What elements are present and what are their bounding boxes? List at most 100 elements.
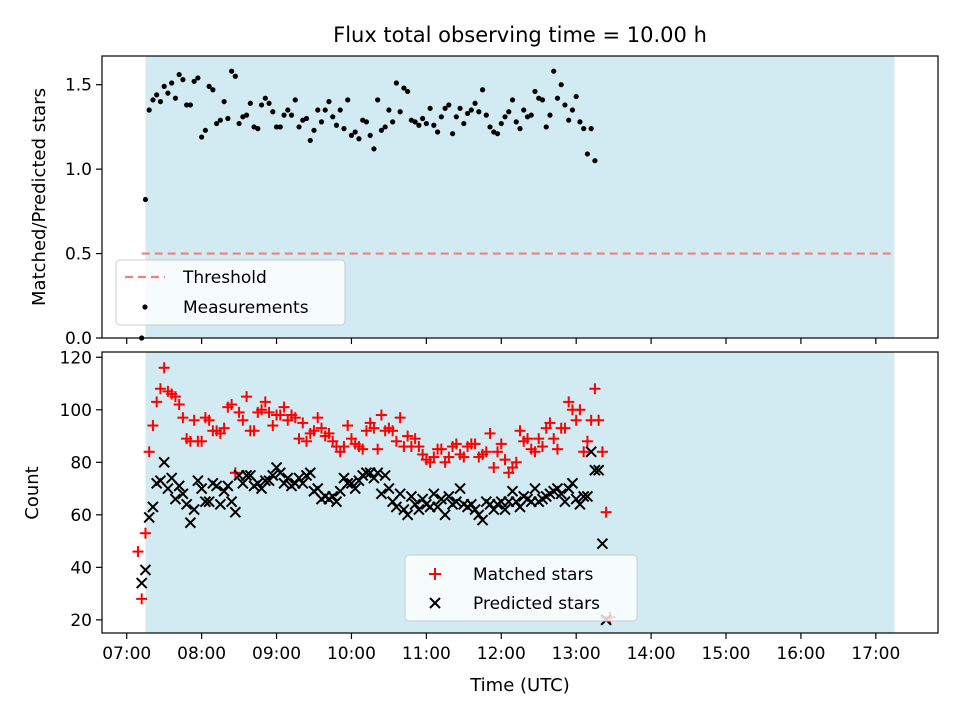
measurement-point (307, 137, 313, 144)
chart-title: Flux total observing time = 10.00 h (333, 23, 707, 47)
predicted-point (297, 477, 309, 490)
matched-point (413, 441, 425, 453)
axes-frame (101, 55, 939, 339)
predicted-point-b (506, 485, 519, 497)
predicted-point (371, 467, 384, 479)
predicted-point (592, 464, 605, 476)
measurement-point (247, 100, 253, 106)
predicted-point-b (154, 474, 167, 487)
measurement-point (214, 120, 220, 127)
predicted-point-b (435, 493, 448, 505)
measurement-point (225, 115, 231, 122)
matched-point (548, 433, 560, 445)
predicted-point (529, 482, 541, 495)
predicted-point-b (278, 477, 290, 490)
predicted-point-b (282, 472, 294, 484)
measurement-point (528, 112, 534, 118)
predicted-point (510, 495, 522, 508)
predicted-point (559, 495, 571, 508)
matched-point (248, 425, 260, 437)
measurement-point (375, 97, 381, 103)
predicted-point (169, 493, 182, 505)
measurement-point (191, 78, 197, 84)
matched-point (492, 446, 504, 458)
measurement-point (187, 102, 193, 108)
matched-point (533, 433, 545, 445)
top-panel: 0.0 0.5 1.0 1.5 Threshold Measurements (65, 55, 939, 349)
predicted-point (338, 472, 350, 484)
x-tick-label: 09:00 (252, 644, 301, 664)
matched-point (593, 414, 605, 426)
predicted-point (240, 469, 253, 482)
predicted-point (327, 490, 339, 503)
measurement-point (318, 119, 325, 125)
matched-point (596, 446, 608, 458)
measurement-point (569, 107, 576, 113)
measurement-point (184, 102, 190, 108)
matched-point (233, 406, 245, 418)
predicted-point-b (147, 501, 159, 513)
measurement-point (288, 112, 295, 118)
predicted-point (454, 482, 466, 495)
predicted-point-b (577, 490, 590, 503)
measurement-point (457, 105, 463, 111)
predicted-point (555, 488, 567, 500)
matched-point (375, 409, 387, 421)
measurement-point (255, 126, 261, 132)
measurement-point (513, 119, 519, 125)
predicted-point (147, 501, 159, 513)
predicted-point (214, 498, 227, 511)
predicted-point (383, 482, 395, 495)
measurement-point (352, 129, 358, 135)
matched-point (338, 441, 350, 453)
predicted-point (143, 511, 155, 524)
matched-point (308, 425, 320, 437)
predicted-point (282, 472, 294, 484)
predicted-point (341, 477, 354, 490)
predicted-point (274, 467, 286, 479)
predicted-point (443, 490, 455, 503)
predicted-point-b (566, 477, 579, 490)
predicted-point-b (263, 474, 275, 487)
measurement-point (566, 117, 572, 123)
predicted-point (180, 498, 193, 511)
predicted-point-b (214, 498, 227, 511)
measurement-point (427, 105, 433, 111)
predicted-point-b (401, 509, 414, 521)
predicted-point-b (327, 490, 339, 503)
predicted-point-b (240, 469, 253, 482)
predicted-point (199, 495, 212, 508)
measurement-point (262, 95, 268, 101)
measurement-point (221, 98, 227, 105)
matched-point (143, 446, 155, 458)
measurement-point (401, 85, 407, 91)
measurement-point (438, 114, 444, 120)
x-tick-label: 17:00 (851, 644, 900, 664)
legend-measurement-swatch (142, 304, 148, 310)
predicted-point-b (330, 495, 343, 508)
matched-point (578, 446, 590, 458)
predicted-point (210, 480, 223, 492)
matched-point (499, 454, 511, 466)
measurement-point (382, 124, 388, 130)
matched-point (139, 527, 151, 539)
measurement-point (584, 151, 591, 157)
predicted-point (450, 495, 463, 508)
predicted-point (379, 469, 391, 482)
matched-point (218, 422, 230, 434)
predicted-point-b (267, 469, 279, 482)
predicted-point (506, 485, 519, 497)
matched-point (394, 412, 406, 424)
matched-point (154, 383, 166, 395)
measurement-point (154, 92, 160, 98)
predicted-point (158, 456, 170, 469)
measurement-point (476, 109, 482, 115)
predicted-point (252, 477, 264, 490)
predicted-point-b (559, 495, 571, 508)
measurement-point (483, 112, 489, 118)
predicted-point-b (229, 506, 242, 518)
y-tick-label: 1.0 (65, 160, 92, 180)
measurement-point (554, 95, 561, 101)
measurement-point (206, 83, 212, 89)
measurement-point (498, 120, 504, 127)
